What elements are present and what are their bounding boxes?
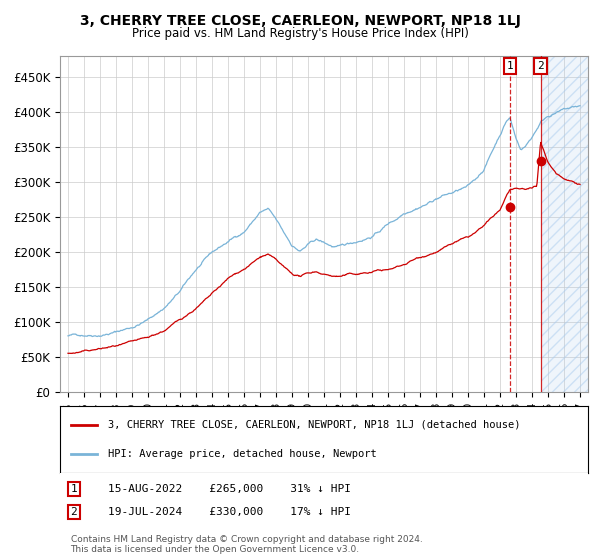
Text: 1: 1 (71, 484, 77, 494)
HPI: Average price, detached house, Newport: (2e+03, 8.02e+04): Average price, detached house, Newport: … (64, 333, 71, 339)
HPI: Average price, detached house, Newport: (2.01e+03, 2.18e+05): Average price, detached house, Newport: … (362, 236, 370, 242)
Text: HPI: Average price, detached house, Newport: HPI: Average price, detached house, Newp… (107, 449, 376, 459)
HPI: Average price, detached house, Newport: (2e+03, 7.98e+04): Average price, detached house, Newport: … (97, 333, 104, 339)
3, CHERRY TREE CLOSE, CAERLEON, NEWPORT, NP18 1LJ (detached house) (64, 350, 71, 357)
HPI: Average price, detached house, Newport: (2e+03, 7.93e+04): Average price, detached house, Newport: … (89, 333, 96, 340)
Bar (541, 42, 588, 392)
HPI: Average price, detached house, Newport: (2.02e+03, 2.45e+05): Average price, detached house, Newport: … (391, 217, 398, 224)
3, CHERRY TREE CLOSE, CAERLEON, NEWPORT, NP18 1LJ (detached house) (68, 350, 75, 357)
Line: 3, CHERRY TREE CLOSE, CAERLEON, NEWPORT, NP18 1LJ (detached house): 3, CHERRY TREE CLOSE, CAERLEON, NEWPORT,… (68, 142, 580, 353)
3, CHERRY TREE CLOSE, CAERLEON, NEWPORT, NP18 1LJ (detached house) (97, 346, 104, 352)
3, CHERRY TREE CLOSE, CAERLEON, NEWPORT, NP18 1LJ (detached house) (362, 270, 370, 277)
3, CHERRY TREE CLOSE, CAERLEON, NEWPORT, NP18 1LJ (detached house) (538, 139, 545, 146)
Text: Price paid vs. HM Land Registry's House Price Index (HPI): Price paid vs. HM Land Registry's House … (131, 27, 469, 40)
Bar (541, 56, 588, 392)
3, CHERRY TREE CLOSE, CAERLEON, NEWPORT, NP18 1LJ (detached house) (391, 264, 398, 271)
Text: 2: 2 (71, 507, 77, 517)
HPI: Average price, detached house, Newport: (2.02e+03, 3.91e+05): Average price, detached house, Newport: … (506, 115, 513, 122)
Text: 19-JUL-2024    £330,000    17% ↓ HPI: 19-JUL-2024 £330,000 17% ↓ HPI (107, 507, 350, 517)
Text: 3, CHERRY TREE CLOSE, CAERLEON, NEWPORT, NP18 1LJ: 3, CHERRY TREE CLOSE, CAERLEON, NEWPORT,… (80, 14, 520, 28)
3, CHERRY TREE CLOSE, CAERLEON, NEWPORT, NP18 1LJ (detached house) (376, 267, 383, 274)
HPI: Average price, detached house, Newport: (2.01e+03, 2.29e+05): Average price, detached house, Newport: … (376, 228, 383, 235)
3, CHERRY TREE CLOSE, CAERLEON, NEWPORT, NP18 1LJ (detached house) (506, 187, 513, 194)
Text: 1: 1 (506, 61, 513, 71)
HPI: Average price, detached house, Newport: (2.03e+03, 4.09e+05): Average price, detached house, Newport: … (577, 102, 584, 109)
Text: 2: 2 (537, 61, 544, 71)
3, CHERRY TREE CLOSE, CAERLEON, NEWPORT, NP18 1LJ (detached house) (454, 238, 461, 245)
Text: 3, CHERRY TREE CLOSE, CAERLEON, NEWPORT, NP18 1LJ (detached house): 3, CHERRY TREE CLOSE, CAERLEON, NEWPORT,… (107, 420, 520, 430)
Text: 15-AUG-2022    £265,000    31% ↓ HPI: 15-AUG-2022 £265,000 31% ↓ HPI (107, 484, 350, 494)
Text: Contains HM Land Registry data © Crown copyright and database right 2024.
This d: Contains HM Land Registry data © Crown c… (71, 535, 422, 554)
3, CHERRY TREE CLOSE, CAERLEON, NEWPORT, NP18 1LJ (detached house) (577, 181, 584, 188)
Line: HPI: Average price, detached house, Newport: HPI: Average price, detached house, Newp… (68, 106, 580, 337)
HPI: Average price, detached house, Newport: (2.02e+03, 2.88e+05): Average price, detached house, Newport: … (454, 187, 461, 194)
